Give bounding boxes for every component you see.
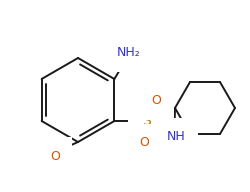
Text: NH₂: NH₂ [116,46,140,60]
Text: O: O [50,150,60,162]
Text: S: S [142,114,151,128]
Text: O: O [140,137,149,150]
Text: O: O [152,94,161,108]
Text: NH: NH [166,131,185,143]
